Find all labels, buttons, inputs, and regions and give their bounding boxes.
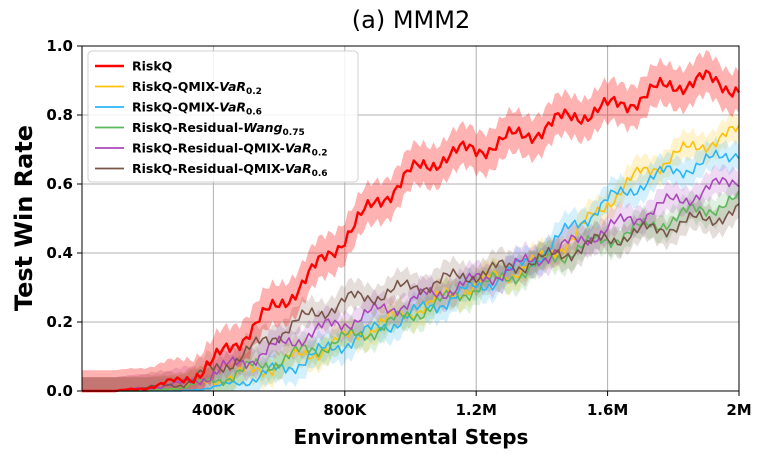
y-tick-label-1: 0.2 bbox=[46, 313, 73, 331]
plot-frame bbox=[81, 45, 740, 392]
legend-label-5: RiskQ-Residual-QMIX-VaR0.6 bbox=[132, 161, 328, 179]
band-5 bbox=[82, 190, 739, 391]
y-axis-label: Test Win Rate bbox=[10, 125, 38, 311]
band-0 bbox=[82, 50, 739, 391]
legend-label-1: RiskQ-QMIX-VaR0.2 bbox=[132, 79, 262, 97]
y-axis-ticks: 0.0 0.2 0.4 0.6 0.8 1.0 bbox=[46, 37, 82, 400]
band-2 bbox=[82, 136, 739, 391]
y-tick-label-0: 0.0 bbox=[46, 382, 73, 400]
chart-title: (a) MMM2 bbox=[352, 6, 470, 34]
x-tick-label-3: 1.6M bbox=[587, 401, 629, 419]
series-lines bbox=[82, 69, 740, 393]
series-line-2 bbox=[82, 149, 740, 392]
legend-label-2: RiskQ-QMIX-VaR0.6 bbox=[132, 100, 262, 118]
confidence-bands bbox=[82, 50, 739, 391]
y-tick-label-5: 1.0 bbox=[46, 37, 73, 55]
series-line-3 bbox=[82, 190, 740, 392]
legend-label-0: RiskQ bbox=[132, 59, 172, 74]
legend-label-3: RiskQ-Residual-Wang0.75 bbox=[132, 120, 305, 138]
x-tick-label-1: 800K bbox=[323, 401, 367, 419]
x-axis-ticks: 400K 800K 1.2M 1.6M 2M bbox=[192, 391, 752, 419]
x-axis-label: Environmental Steps bbox=[294, 425, 529, 449]
band-1 bbox=[82, 111, 739, 391]
x-tick-label-2: 1.2M bbox=[455, 401, 497, 419]
y-tick-label-2: 0.4 bbox=[46, 244, 73, 262]
y-tick-label-3: 0.6 bbox=[46, 175, 73, 193]
band-4 bbox=[82, 163, 739, 391]
x-tick-label-0: 400K bbox=[192, 401, 236, 419]
legend-label-4: RiskQ-Residual-QMIX-VaR0.2 bbox=[132, 141, 328, 159]
legend-box bbox=[87, 50, 359, 183]
legend: RiskQ RiskQ-QMIX-VaR0.2 RiskQ-QMIX-VaR0.6 R… bbox=[87, 50, 359, 183]
x-tick-label-4: 2M bbox=[726, 401, 751, 419]
series-line-0 bbox=[82, 69, 740, 393]
y-tick-label-4: 0.8 bbox=[46, 106, 73, 124]
